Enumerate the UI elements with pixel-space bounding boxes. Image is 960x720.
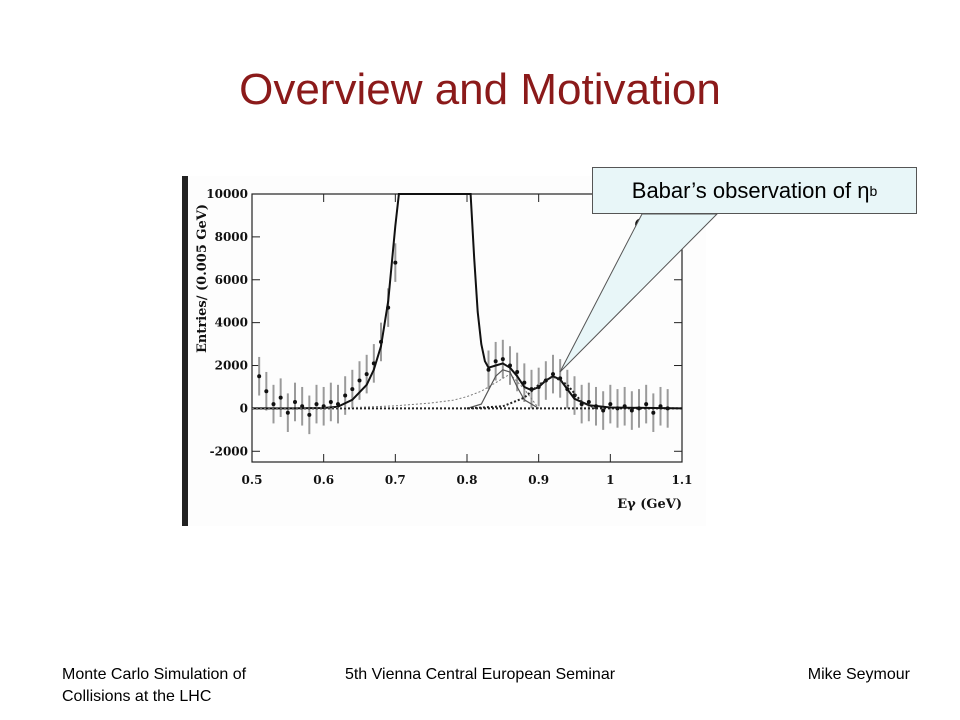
data-point — [644, 402, 649, 407]
x-tick-label: 0.7 — [385, 473, 406, 487]
data-point — [629, 408, 634, 413]
data-point — [278, 395, 283, 400]
y-tick-label: 0 — [240, 401, 248, 415]
data-point — [522, 380, 527, 385]
plot-frame: 0.5 0.6 0.7 0.8 0.9 1 1.1 -2000 0 2000 4000 6000 800… — [182, 176, 706, 526]
data-point — [343, 393, 348, 398]
y-tick-label: 6000 — [215, 273, 248, 287]
data-point — [293, 399, 297, 404]
data-point — [285, 410, 290, 415]
data-point — [493, 359, 498, 364]
data-point — [651, 410, 656, 415]
y-axis-title: Entries/ (0.005 GeV) — [195, 204, 210, 353]
y-tick-label: 4000 — [215, 316, 248, 330]
y-tick-label: 10000 — [206, 187, 248, 201]
x-axis-title: Eγ (GeV) — [617, 497, 682, 512]
data-point — [515, 369, 520, 374]
series-total-fit — [252, 193, 683, 410]
data-point — [328, 399, 333, 404]
callout-subscript: b — [869, 182, 878, 199]
data-point — [257, 374, 262, 379]
x-tick-label: 1.1 — [672, 473, 693, 487]
data-point — [364, 372, 369, 377]
data-point — [393, 260, 398, 265]
slide-title: Overview and Motivation — [239, 65, 721, 114]
plot-edge — [182, 176, 188, 526]
callout-text: Babar’s observation of η — [631, 177, 870, 203]
footer-center: 5th Vienna Central European Seminar — [344, 666, 616, 683]
y-tick-label: 2000 — [215, 359, 248, 373]
data-point — [350, 387, 355, 392]
data-point — [486, 367, 491, 372]
x-tick-label: 0.5 — [242, 473, 263, 487]
data-point — [601, 408, 606, 413]
series-background — [251, 373, 540, 409]
y-tick-label: 8000 — [215, 230, 248, 244]
data-point — [314, 402, 319, 407]
data-point — [586, 399, 591, 404]
data-point — [500, 357, 505, 362]
data-point — [357, 378, 362, 383]
x-tick-label: 0.8 — [457, 473, 478, 487]
data-point — [608, 402, 613, 407]
x-tick-label: 0.6 — [313, 473, 334, 487]
data-point — [264, 389, 269, 394]
data-point — [271, 402, 276, 407]
footer-right: Mike Seymour — [807, 666, 910, 683]
data-point — [307, 412, 312, 417]
x-tick-label: 0.9 — [528, 473, 549, 487]
x-tick-label: 1 — [606, 473, 614, 487]
y-tick-label: -2000 — [210, 444, 248, 458]
footer-left: Monte Carlo Simulation of Collisions at … — [62, 666, 247, 705]
data-point — [551, 372, 555, 377]
